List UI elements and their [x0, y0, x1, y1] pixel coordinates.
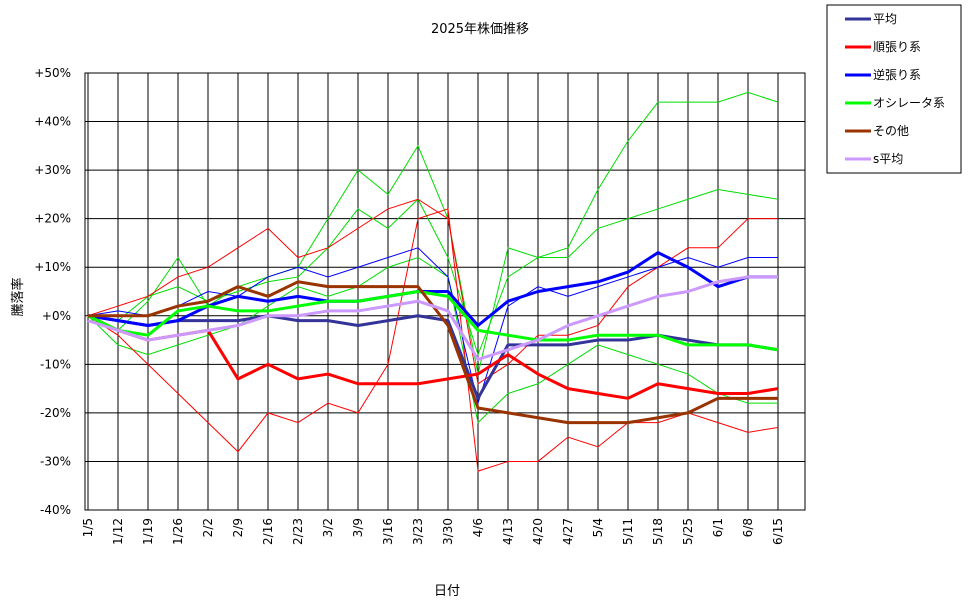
legend-label-3: オシレータ系	[873, 96, 945, 110]
y-tick-label: +20%	[34, 212, 71, 226]
x-tick-label: 5/4	[591, 518, 605, 537]
x-tick-label: 1/26	[171, 518, 185, 545]
x-tick-label: 3/2	[321, 518, 335, 537]
x-tick-label: 2/2	[201, 518, 215, 537]
y-tick-label: +50%	[34, 66, 71, 80]
x-tick-label: 1/5	[81, 518, 95, 537]
x-tick-label: 4/20	[531, 518, 545, 545]
chart-title: 2025年株価推移	[431, 22, 529, 37]
y-tick-label: -20%	[40, 406, 71, 420]
x-axis-label: 日付	[434, 584, 460, 599]
legend-label-2: 逆張り系	[873, 67, 921, 82]
x-tick-label: 4/13	[501, 518, 515, 545]
x-tick-label: 3/30	[441, 518, 455, 545]
y-tick-label: -10%	[40, 357, 71, 371]
x-tick-labels: 1/5 1/12 1/19 1/26 2/2 2/9 2/16 2/23 3/2 3/9 3/16 3…	[81, 518, 785, 545]
y-tick-label: +10%	[34, 260, 71, 274]
x-tick-label: 3/9	[351, 518, 365, 537]
x-tick-label: 1/19	[141, 518, 155, 545]
x-tick-label: 4/27	[561, 518, 575, 545]
x-tick-label: 2/9	[231, 518, 245, 537]
y-tick-label: +40%	[34, 115, 71, 129]
x-tick-label: 5/11	[621, 518, 635, 545]
x-tick-label: 3/23	[411, 518, 425, 545]
y-tick-label: -40%	[40, 503, 71, 517]
x-tick-label: 1/12	[111, 518, 125, 545]
x-tick-label: 6/8	[741, 518, 755, 537]
y-axis-label: 騰落率	[10, 277, 26, 316]
x-tick-label: 3/16	[381, 518, 395, 545]
legend-label-1: 順張り系	[873, 40, 921, 54]
x-tick-label: 4/6	[471, 518, 485, 537]
x-tick-label: 6/15	[771, 518, 785, 545]
x-tick-label: 2/23	[291, 518, 305, 545]
y-tick-label: +30%	[34, 163, 71, 177]
x-tick-label: 5/25	[681, 518, 695, 545]
x-tick-label: 6/1	[711, 518, 725, 537]
legend-label-5: s平均	[873, 152, 903, 166]
legend-label-0: 平均	[873, 12, 897, 26]
y-tick-label: -30%	[40, 454, 71, 468]
x-tick-label: 5/18	[651, 518, 665, 545]
y-tick-label: +0%	[42, 309, 71, 323]
y-tick-labels: -40% -30% -20% -10% +0% +10% +20% +30% +40% +50%	[34, 66, 71, 517]
legend-box	[827, 5, 961, 173]
x-tick-label: 2/16	[261, 518, 275, 545]
legend-label-4: その他	[873, 124, 909, 138]
